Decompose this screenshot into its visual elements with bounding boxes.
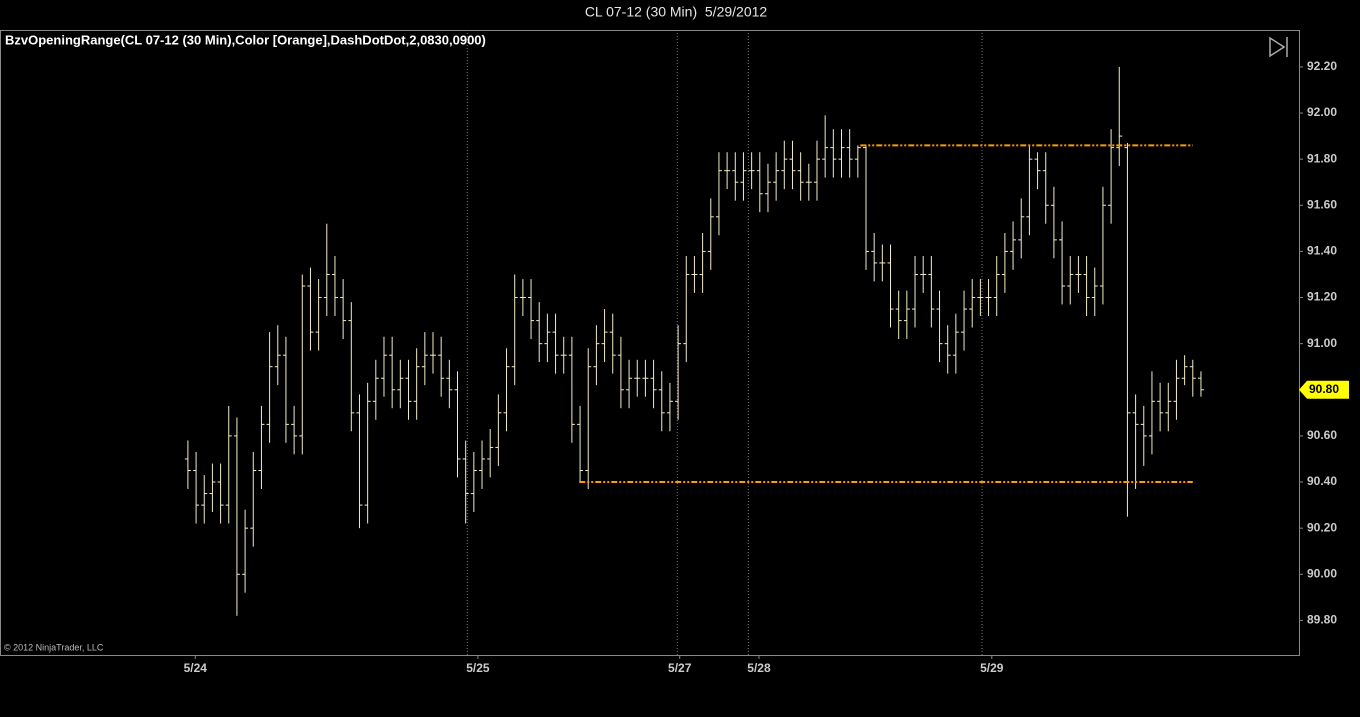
scroll-end-icon[interactable] [1269, 36, 1288, 58]
y-tick-label: 89.80 [1307, 613, 1337, 627]
y-tick-label: 91.40 [1307, 244, 1337, 258]
y-tick-label: 90.60 [1307, 428, 1337, 442]
x-tick-label: 5/24 [184, 661, 208, 675]
y-tick-label: 90.00 [1307, 566, 1337, 580]
x-tick-label: 5/28 [747, 661, 771, 675]
y-tick-label: 91.20 [1307, 290, 1337, 304]
y-tick-label: 91.80 [1307, 151, 1337, 165]
x-tick-label: 5/25 [466, 661, 490, 675]
y-tick-label: 92.20 [1307, 59, 1337, 73]
y-tick-label: 90.20 [1307, 520, 1337, 534]
y-tick-label: 90.40 [1307, 474, 1337, 488]
y-tick-label: 91.60 [1307, 197, 1337, 211]
y-tick-label: 91.00 [1307, 336, 1337, 350]
x-tick-label: 5/27 [668, 661, 692, 675]
x-tick-label: 5/29 [980, 661, 1004, 675]
chart-title: CL 07-12 (30 Min) 5/29/2012 [585, 4, 768, 20]
y-tick-label: 92.00 [1307, 105, 1337, 119]
plot-border [0, 30, 1300, 656]
copyright: © 2012 NinjaTrader, LLC [4, 642, 104, 652]
last-price-label: 90.80 [1309, 382, 1339, 396]
indicator-label: BzvOpeningRange(CL 07-12 (30 Min),Color … [5, 32, 486, 47]
last-price-tag [1299, 380, 1349, 399]
